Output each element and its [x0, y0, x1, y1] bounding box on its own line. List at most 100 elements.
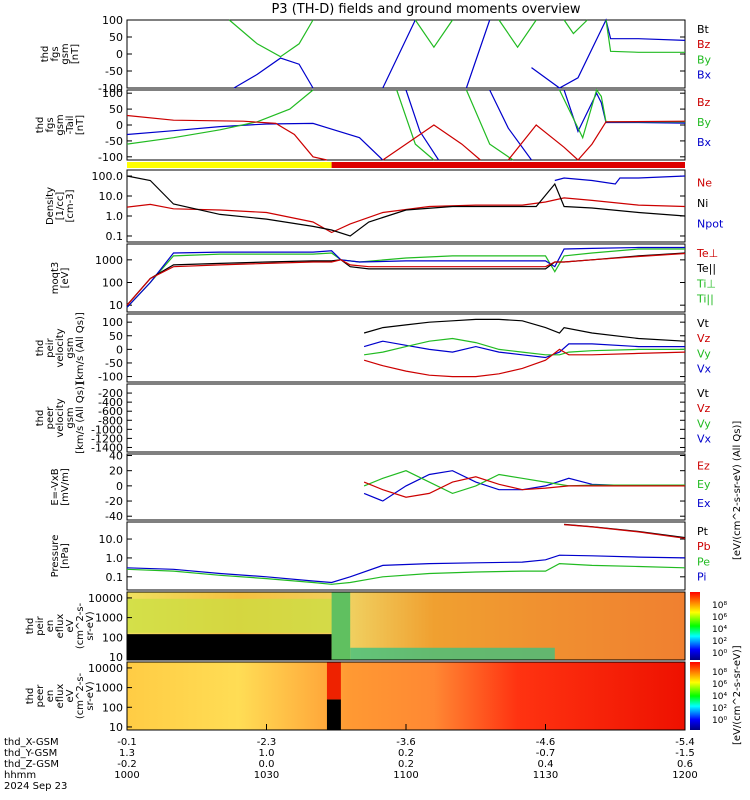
y-tick-label: -100	[98, 371, 123, 384]
x-row-label: hhmm	[4, 770, 36, 781]
legend-entry: Bz	[697, 96, 711, 109]
colorbar-tick-label: 10⁶	[712, 680, 727, 690]
x-tick-label: 1.0	[259, 748, 275, 759]
spectrogram-band	[350, 647, 555, 660]
panel-fgs: 100 50 0 -50 -100 thd fgs gsm [nT] Bt Bz By Bx	[40, 14, 712, 95]
series-line-Vz	[363, 348, 686, 378]
spectrogram-ion_eflux: 10000 1000 100 10 thd peir en eflux eV (cm^2-s-sr…	[25, 591, 686, 664]
legend-entry: By	[697, 53, 712, 66]
colorbar-tick-label: 10⁸	[712, 601, 727, 611]
y-tick-label: -1200	[91, 432, 123, 445]
y-tick-label: 10	[109, 299, 123, 312]
y-axis-label: thd peir velocity gsm [km/s (All Qs)]	[35, 312, 86, 384]
y-tick-label: 10	[109, 721, 123, 734]
y-tick-label: -20	[105, 495, 123, 508]
panel-frame	[126, 453, 686, 521]
x-tick-label: 0.2	[398, 748, 414, 759]
series-line-Tb	[126, 246, 685, 308]
y-tick-label: 0	[116, 48, 123, 61]
panel-frame	[126, 383, 686, 453]
x-row-label: thd_Z-GSM	[4, 759, 59, 770]
panel-temperature: 1000 100 10 moqt3 [eV] Te⊥ Te|| Ti⊥ Ti||	[50, 243, 718, 313]
series-line-Pi	[126, 554, 686, 584]
y-tick-label: 1000	[95, 254, 123, 267]
mode-bar-segment	[331, 162, 685, 168]
y-axis-label-line: thd	[40, 46, 51, 63]
y-axis-label-line: thd	[35, 117, 46, 134]
series-line-By	[126, 88, 685, 161]
colorbar-tick-label: 10⁴	[712, 692, 727, 702]
series-line-Vy	[364, 337, 685, 356]
y-tick-label: 100	[102, 316, 123, 329]
x-tick-label: -0.7	[536, 748, 556, 759]
legend-entry: Pt	[697, 525, 709, 538]
y-axis-label: thd peir en eflux eV (cm^2-s-sr-eV)	[25, 602, 96, 649]
y-axis-label: moqt3 [eV]	[50, 262, 71, 295]
y-tick-label: 1000	[95, 612, 123, 625]
series-line-Te⊥	[126, 252, 686, 306]
legend-entry: Vy	[697, 347, 711, 360]
legend-entry: Ti⊥	[696, 277, 716, 290]
mode-bar-segment	[127, 162, 332, 168]
colorbar-tick-label: 10⁴	[712, 625, 727, 635]
x-tick-label: 1030	[254, 770, 279, 781]
spectrogram-field	[127, 662, 685, 730]
y-tick-label: -40	[105, 510, 123, 523]
y-axis-label: Density [1/cc] [cm-3]	[45, 187, 76, 225]
series-line-Ni	[126, 175, 686, 237]
legend-entry: Ez	[697, 459, 710, 472]
y-axis-label: thd fgs gsm -Tail [nT]	[35, 114, 86, 135]
y-tick-label: 10.0	[99, 190, 124, 203]
x-axis: thd_X-GSM -0.1 -2.3 -3.6 -4.6 -5.4 thd_Y-GSM 1.…	[4, 724, 698, 792]
series-line-Ey	[363, 470, 685, 495]
x-tick-label: 1000	[114, 770, 139, 781]
series-line-Pe	[126, 562, 686, 585]
legend-entry: Bz	[697, 38, 711, 51]
legend-entry: Vt	[697, 317, 710, 330]
panel-fgs_tail: 100 50 0 -50 -100 thd fgs gsm -Tail [nT] Bz By Bx	[35, 87, 712, 164]
y-tick-label: -800	[98, 414, 123, 427]
y-axis-label-line: en	[45, 690, 56, 703]
colorbar-tick-label: 10²	[712, 637, 727, 647]
y-tick-label: -200	[98, 387, 123, 400]
y-tick-label: 0	[116, 119, 123, 132]
legend-entry: Pb	[697, 540, 711, 553]
y-tick-label: 100	[102, 87, 123, 100]
y-axis-label-line: velocity	[55, 398, 66, 437]
y-axis-label-line: sr-eV)	[85, 681, 96, 710]
y-tick-label: 10	[109, 651, 123, 664]
y-axis-label-line: eflux	[55, 684, 66, 709]
y-axis-label-line: (cm^2-s-	[75, 672, 86, 719]
y-tick-label: 50	[109, 31, 123, 44]
colorbar-tick-label: 10⁶	[712, 613, 727, 623]
y-axis-label-line: peir	[35, 615, 46, 635]
panel-frame	[126, 313, 686, 383]
y-axis-label-line: Pressure	[50, 535, 61, 578]
legend-entry: Vt	[697, 387, 710, 400]
legend-entry: Ni	[697, 197, 708, 210]
y-tick-label: 1.0	[106, 210, 124, 223]
y-tick-label: -1400	[91, 441, 123, 454]
series-line-Ne	[126, 197, 686, 234]
series-line-Bx	[126, 89, 686, 161]
series-line-Npot	[554, 175, 686, 185]
legend-entry: Vz	[697, 332, 711, 345]
y-axis-label-line: moqt3	[50, 262, 61, 295]
series-line-Ez	[363, 476, 685, 498]
y-tick-label: 100	[102, 701, 123, 714]
y-axis-label-line: en	[45, 620, 56, 633]
x-row-label: thd_X-GSM	[4, 737, 59, 748]
y-tick-label: 10000	[88, 662, 123, 675]
spectrogram-nodata	[127, 634, 332, 660]
y-axis-label-line: gsm	[60, 43, 71, 64]
x-tick-label: 0.0	[259, 759, 275, 770]
y-tick-label: 100.0	[92, 170, 124, 183]
y-tick-label: 0.1	[106, 571, 124, 584]
legend-entry: Te||	[696, 262, 716, 275]
legend-entry: Te⊥	[696, 247, 718, 260]
colorbar-tick-label: 10⁸	[712, 668, 727, 678]
plot-title: P3 (TH-D) fields and ground moments over…	[271, 2, 580, 17]
legend-entry: By	[697, 116, 712, 129]
y-axis-label-line: [nT]	[70, 44, 81, 64]
